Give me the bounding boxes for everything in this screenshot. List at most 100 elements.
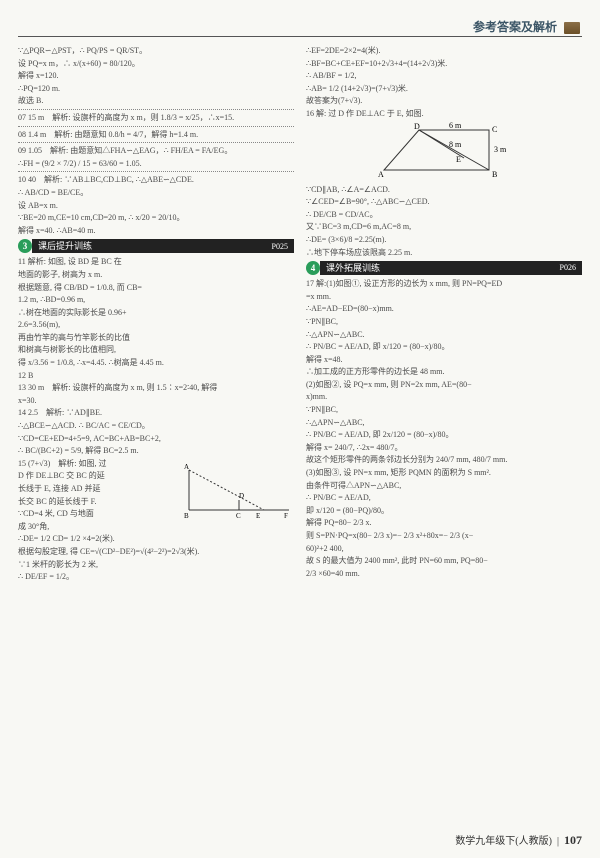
section-title-text: 课后提升训练 <box>38 240 92 253</box>
text-line: 根据题意, 得 CB/BD = 1/0.8, 而 CB= <box>18 282 294 294</box>
text-line: 13 30 m 解析: 设旗杆的高度为 x m, 则 1.5∶x=2∶40, 解… <box>18 382 294 394</box>
text-line: ∴ DE/EF = 1/2。 <box>18 571 294 583</box>
text-line: x=30. <box>18 395 294 407</box>
text-line: ∴ PN/BC = AE/AD, <box>306 492 582 504</box>
svg-text:A: A <box>184 463 189 471</box>
text-line: 故答案为(7+√3). <box>306 95 582 107</box>
text-line: 14 2.5 解析: ∵AD∥BE. <box>18 407 294 419</box>
page-footer: 数学九年级下(人教版) | 107 <box>455 832 582 848</box>
content-columns: ∵△PQR∽△PST，∴ PQ/PS = QR/ST。设 PQ=x m，∴ x/… <box>18 44 582 828</box>
section-page-ref: P025 <box>272 241 288 253</box>
section-number-badge: 3 <box>18 239 32 253</box>
text-line: 16 解: 过 D 作 DE⊥AC 于 E, 如图. <box>306 108 582 120</box>
text-line: ∴AE=AD−ED=(80−x)mm. <box>306 303 582 315</box>
text-line: ∴DE= (3×6)/8 =2.25(m). <box>306 234 582 246</box>
text-line: 和树高与树影长的比值相同, <box>18 344 294 356</box>
text-line: ∴EF=2DE=2×2=4(米). <box>306 45 582 57</box>
text-line: 由条件可得△APN∽△ABC, <box>306 480 582 492</box>
text-line: 解得 PQ=80− 2/3 x. <box>306 517 582 529</box>
text-line: ∴△APN∽△ABC. <box>306 329 582 341</box>
text-line: 故 S 的最大值为 2400 mm², 此时 PN=60 mm, PQ=80− <box>306 555 582 567</box>
text-line: 又∵BC=3 m,CD=6 m,AC=8 m, <box>306 221 582 233</box>
text-line: 得 x/3.56 = 1/0.8, ∴x=4.45. ∴树高是 4.45 m. <box>18 357 294 369</box>
text-line: 再由竹竿的高与竹竿影长的比值 <box>18 332 294 344</box>
footer-page-number: 107 <box>564 833 582 847</box>
text-line: 解得 x= 240/7, ∴2x= 480/7。 <box>306 442 582 454</box>
text-line: 10 40 解析: ∵AB⊥BC,CD⊥BC, ∴△ABE∽△CDE. <box>18 174 294 186</box>
header-title-text: 参考答案及解析 <box>473 20 557 34</box>
text-line: ∴PQ=120 m. <box>18 83 294 95</box>
text-line: 07 15 m 解析: 设旗杆的高度为 x m，则 1.8/3 = x/25，∴… <box>18 112 294 124</box>
section-title-bar: 课后提升训练 P025 <box>32 239 294 253</box>
section-title-bar: 课外拓展训练 P026 <box>320 261 582 275</box>
text-line: 1.2 m, ∴BD=0.96 m, <box>18 294 294 306</box>
book-icon <box>564 22 580 34</box>
text-line: ∴ BC/(BC+2) = 5/9, 解得 BC=2.5 m. <box>18 445 294 457</box>
text-line: (2)如图②, 设 PQ=x mm, 则 PN=2x mm, AE=(80− <box>306 379 582 391</box>
text-line: 成 30°角, <box>18 521 294 533</box>
text-line: ∴DE= 1/2 CD= 1/2 ×4=2(米). <box>18 533 294 545</box>
text-line: ∵CD=CE+ED=4+5=9, AC=BC+AB=BC+2, <box>18 433 294 445</box>
dotted-divider <box>18 171 294 172</box>
text-line: 故选 B. <box>18 95 294 107</box>
text-line: 设 PQ=x m，∴ x/(x+60) = 80/120。 <box>18 58 294 70</box>
svg-text:D: D <box>239 492 244 500</box>
text-line: =x mm. <box>306 291 582 303</box>
text-line: 解得 x=48. <box>306 354 582 366</box>
parallelogram-figure: D 6 m C 3 m B A E 8 m <box>374 122 514 182</box>
dotted-divider <box>18 126 294 127</box>
text-line: ∴地下停车场应该限高 2.25 m. <box>306 247 582 259</box>
text-line: ∵△PQR∽△PST，∴ PQ/PS = QR/ST。 <box>18 45 294 57</box>
text-line: 12 B <box>18 370 294 382</box>
right-column: ∴EF=2DE=2×2=4(米).∴BF=BC+CE+EF=10+2√3+4=(… <box>306 44 582 828</box>
text-line: 2/3 ×60=40 mm. <box>306 568 582 580</box>
text-line: ∴树在地面的实际影长是 0.96+ <box>18 307 294 319</box>
text-line: ∴BF=BC+CE+EF=10+2√3+4=(14+2√3)米. <box>306 58 582 70</box>
dotted-divider <box>18 109 294 110</box>
section-header: 4 课外拓展训练 P026 <box>306 261 582 275</box>
svg-text:6 m: 6 m <box>449 122 462 130</box>
svg-text:8 m: 8 m <box>449 140 462 149</box>
text-line: ∵1 米杆的影长为 2 米, <box>18 559 294 571</box>
text-line: ∵BE=20 m,CE=10 cm,CD=20 m, ∴ x/20 = 20/1… <box>18 212 294 224</box>
text-line: ∴AB= 1/2 (14+2√3)=(7+√3)米. <box>306 83 582 95</box>
text-line: 解得 x=40. ∴AB=40 m. <box>18 225 294 237</box>
text-line: 故这个矩形零件的两条邻边长分别为 240/7 mm, 480/7 mm. <box>306 454 582 466</box>
header-title: 参考答案及解析 <box>473 18 580 35</box>
text-line: 11 解析: 如图, 设 BD 是 BC 在 <box>18 256 294 268</box>
text-line: ∴ PN/BC = AE/AD, 即 x/120 = (80−x)/80。 <box>306 341 582 353</box>
text-line: 根据勾股定理, 得 CE=√(CD²−DE²)=√(4²−2²)=2√3(米). <box>18 546 294 558</box>
text-line: ∴△BCE∽△ACD. ∴ BC/AC = CE/CD。 <box>18 420 294 432</box>
text-line: ∵PN∥BC, <box>306 404 582 416</box>
section-number-badge: 4 <box>306 261 320 275</box>
text-line: ∴△APN∽△ABC, <box>306 417 582 429</box>
text-line: 则 S=PN·PQ=x(80− 2/3 x)=− 2/3 x²+80x=− 2/… <box>306 530 582 542</box>
text-line: 地面的影子, 树高为 x m. <box>18 269 294 281</box>
text-line: 2.6=3.56(m), <box>18 319 294 331</box>
text-line: ∴ DE/CB = CD/AC。 <box>306 209 582 221</box>
text-line: 09 1.05 解析: 由题意知△FHA∽△EAG，∴ FH/EA = FA/E… <box>18 145 294 157</box>
text-line: ∴ AB/BF = 1/2, <box>306 70 582 82</box>
svg-text:D: D <box>414 122 420 131</box>
dotted-divider <box>18 142 294 143</box>
text-line: ∵PN∥BC, <box>306 316 582 328</box>
text-line: ∴加工成的正方形零件的边长是 48 mm. <box>306 366 582 378</box>
text-line: ∴ PN/BC = AE/AD, 即 2x/120 = (80−x)/80。 <box>306 429 582 441</box>
text-line: 设 AB=x m. <box>18 200 294 212</box>
section-page-ref: P026 <box>560 262 576 274</box>
svg-text:E: E <box>456 155 461 164</box>
text-line: 17 解:(1)如图①, 设正方形的边长为 x mm, 则 PN=PQ=ED <box>306 278 582 290</box>
svg-text:C: C <box>236 512 241 520</box>
text-line: x)mm. <box>306 391 582 403</box>
footer-book-label: 数学九年级下(人教版) <box>455 836 552 847</box>
text-line: 即 x/120 = (80−PQ)/80。 <box>306 505 582 517</box>
left-column: ∵△PQR∽△PST，∴ PQ/PS = QR/ST。设 PQ=x m，∴ x/… <box>18 44 294 828</box>
text-line: 08 1.4 m 解析: 由题意知 0.8/h = 4/7，解得 h=1.4 m… <box>18 129 294 141</box>
text-line: ∴ AB/CD = BE/CE。 <box>18 187 294 199</box>
svg-text:A: A <box>378 170 384 179</box>
triangle-figure: A B C E F D <box>184 460 294 520</box>
section-title-text: 课外拓展训练 <box>326 262 380 275</box>
text-line: ∵∠CED=∠B=90°, ∴△ABC∽△CED. <box>306 196 582 208</box>
text-line: ∴FH = (9/2 × 7/2) / 15 = 63/60 = 1.05. <box>18 158 294 170</box>
header-divider <box>18 36 582 37</box>
